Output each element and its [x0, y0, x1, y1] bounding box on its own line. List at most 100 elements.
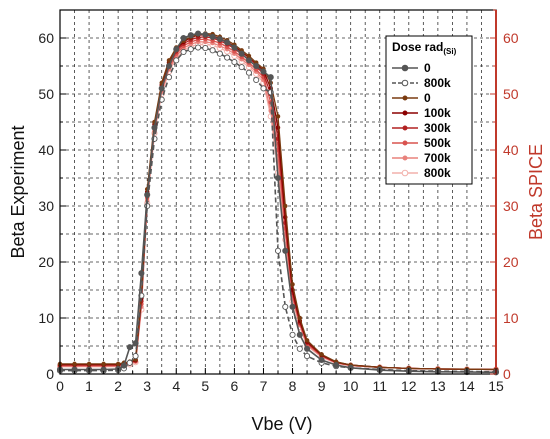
y-tick-label-left: 30: [38, 198, 54, 214]
data-point: [267, 74, 274, 81]
data-point: [238, 64, 245, 71]
x-tick-label: 11: [372, 378, 387, 394]
y-tick-label-right: 50: [503, 86, 519, 102]
data-point: [274, 247, 282, 254]
x-tick-label: 0: [56, 378, 64, 394]
legend-swatch-marker: [401, 64, 409, 72]
legend-item: 300k: [392, 121, 451, 135]
data-point: [275, 114, 281, 119]
y-tick-label-left: 40: [38, 142, 54, 158]
x-tick-label: 13: [430, 378, 446, 394]
y-tick-label-right: 40: [503, 142, 519, 158]
x-tick-label: 6: [231, 378, 239, 394]
legend-item: 700k: [392, 151, 451, 165]
legend-label: 0: [424, 61, 431, 75]
x-tick-label: 1: [85, 378, 93, 394]
x-axis-ticks: 0 1 2 3 4 5 6 7 8 9 10 11 12 13 14 15: [56, 368, 504, 394]
x-tick-label: 7: [260, 378, 268, 394]
series-line: [60, 46, 497, 373]
data-point: [333, 361, 340, 369]
y-tick-label-left: 20: [38, 254, 54, 270]
data-point: [101, 361, 106, 367]
data-point: [216, 50, 223, 57]
legend-swatch-marker: [401, 79, 409, 87]
data-point: [180, 48, 187, 56]
legend-swatch-marker: [401, 169, 409, 177]
x-tick-label: 8: [289, 378, 297, 394]
data-point: [173, 57, 180, 64]
legend-swatch-marker: [402, 155, 408, 161]
legend-item: 0: [392, 61, 431, 75]
x-tick-label: 10: [343, 378, 359, 394]
x-tick-label: 9: [318, 378, 326, 394]
x-tick-label: 5: [201, 378, 209, 394]
data-point: [238, 50, 245, 57]
data-point: [253, 76, 260, 84]
y-tick-label-right: 0: [503, 366, 511, 382]
data-point: [187, 46, 194, 53]
data-point: [209, 47, 216, 54]
data-point: [224, 39, 231, 46]
data-point: [304, 338, 310, 343]
data-point: [260, 85, 267, 92]
legend-swatch-marker: [402, 125, 408, 131]
data-point: [289, 303, 296, 310]
data-point: [283, 203, 288, 209]
data-point: [282, 247, 289, 254]
legend-title-subscript: (Si): [443, 47, 456, 56]
legend-swatch-marker: [402, 95, 408, 101]
y-axis-right-title: Beta SPICE: [526, 144, 546, 240]
y-tick-label-right: 30: [503, 198, 519, 214]
data-point: [126, 344, 133, 351]
data-point: [180, 34, 187, 42]
data-point: [138, 270, 145, 277]
y-tick-label-left: 50: [38, 86, 54, 102]
data-point: [296, 345, 303, 352]
y-tick-label-left: 60: [38, 30, 54, 46]
data-point: [86, 361, 92, 367]
y-axis-left-ticks: 0 10 20 30 40 50 60: [38, 9, 66, 382]
y-tick-label-right: 20: [503, 254, 519, 270]
data-point: [290, 282, 295, 287]
x-axis-title: Vbe (V): [251, 414, 312, 434]
data-point: [297, 315, 303, 321]
y-tick-label-left: 10: [38, 310, 54, 326]
data-point: [195, 44, 202, 51]
legend-label: 700k: [424, 151, 451, 165]
data-point: [202, 45, 209, 52]
legend-item: 500k: [392, 136, 451, 150]
legend-item: 100k: [392, 106, 451, 120]
data-point: [224, 54, 231, 61]
data-point: [72, 361, 77, 367]
x-tick-label: 4: [172, 378, 180, 394]
data-point: [120, 362, 127, 369]
data-point: [173, 46, 180, 53]
x-tick-label: 3: [143, 378, 151, 394]
data-point: [319, 352, 324, 357]
data-point: [144, 191, 151, 198]
data-point: [195, 30, 202, 37]
data-point: [158, 85, 165, 92]
data-point: [231, 59, 238, 66]
y-axis-left-title: Beta Experiment: [8, 125, 28, 258]
legend-title: Dose rad(Si): [392, 40, 457, 56]
legend-item: 800k: [392, 166, 451, 180]
x-tick-label: 15: [488, 378, 504, 394]
legend-swatch-marker: [402, 110, 408, 116]
data-point: [187, 32, 194, 39]
data-point: [253, 62, 260, 70]
y-tick-label-right: 10: [503, 310, 519, 326]
data-point: [296, 331, 303, 338]
data-point: [246, 53, 252, 59]
x-tick-label: 12: [401, 378, 417, 394]
x-tick-label: 14: [459, 378, 475, 394]
legend-item: 800k: [392, 76, 451, 90]
series-layer: [56, 30, 500, 376]
legend-box: [385, 35, 473, 185]
data-point: [165, 74, 173, 81]
legend-label: 300k: [424, 121, 451, 135]
data-point: [245, 69, 252, 76]
